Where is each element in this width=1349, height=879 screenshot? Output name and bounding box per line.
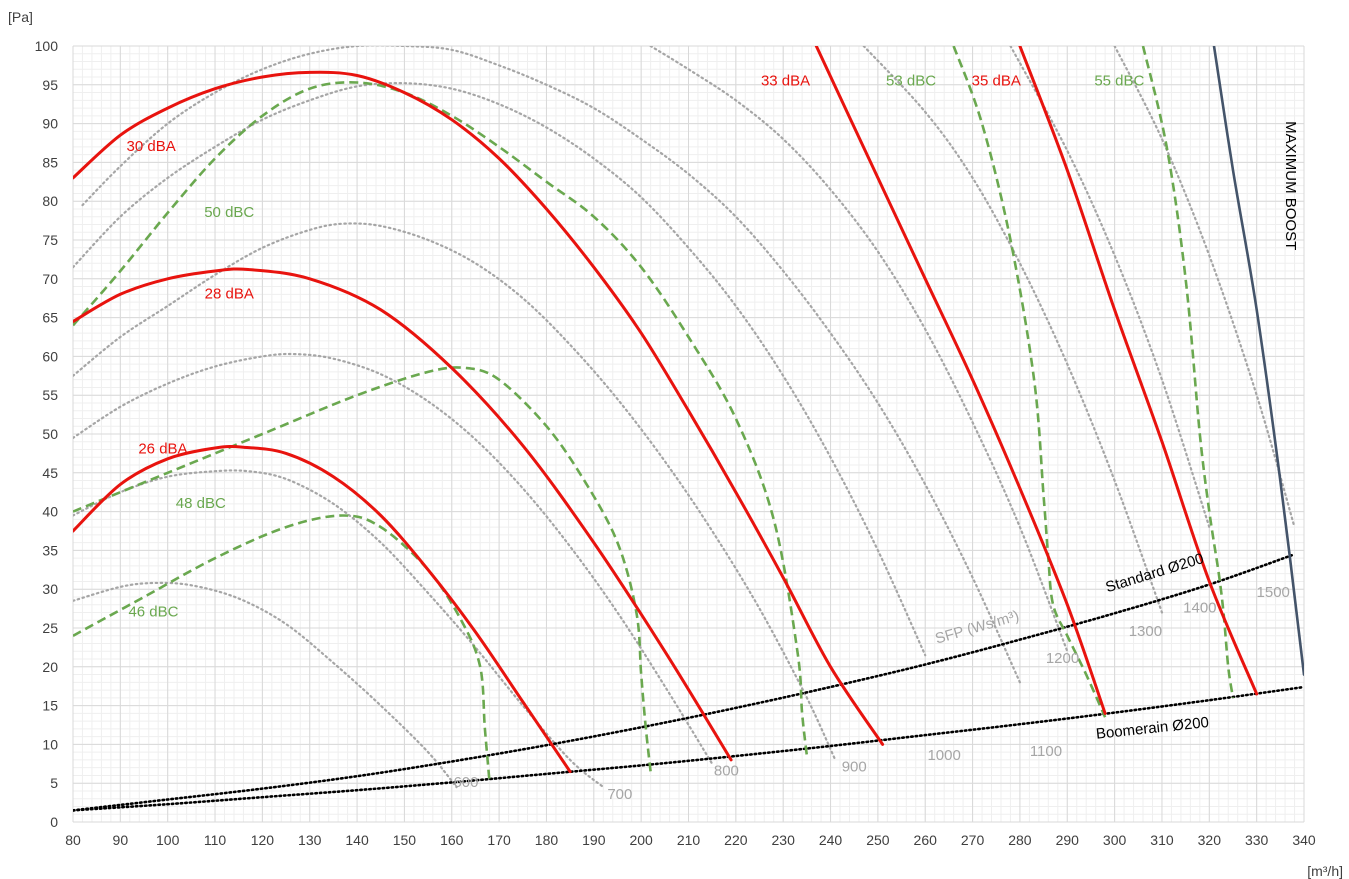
series-dba-26-dba [73, 445, 572, 774]
curve-label: 600 [453, 774, 478, 791]
x-tick-label: 310 [1150, 832, 1174, 848]
series-system-standard-200 [73, 553, 1296, 812]
x-tick-label: 90 [113, 832, 129, 848]
series-dba-33-dba [814, 46, 1107, 715]
series-sfp-1200 [649, 46, 1069, 653]
y-tick-label: 85 [42, 154, 58, 170]
x-tick-label: 340 [1292, 832, 1316, 848]
curve-label: 53 dBC [886, 73, 936, 90]
x-tick-label: 230 [772, 832, 796, 848]
curve-label: 30 dBA [127, 138, 176, 155]
series-sfp-1300 [862, 46, 1164, 614]
curve-label: 26 dBA [138, 440, 187, 457]
series-sfp-1000 [73, 82, 927, 657]
curve-label: 800 [714, 763, 739, 780]
x-tick-label: 130 [298, 832, 322, 848]
series-dbc-50-dbc [73, 81, 809, 757]
curve-label: 28 dBA [205, 285, 254, 302]
y-tick-label: 70 [42, 271, 58, 287]
x-tick-label: 120 [251, 832, 275, 848]
x-tick-label: 280 [1008, 832, 1032, 848]
curve-label: 35 dBA [972, 73, 1021, 90]
curve-label: 1100 [1030, 743, 1062, 760]
y-tick-label: 45 [42, 465, 58, 481]
x-tick-label: 110 [204, 832, 227, 848]
y-tick-label: 55 [42, 387, 58, 403]
y-tick-label: 75 [42, 232, 58, 248]
tick-labels: 80 90 100 110 120 130 140 150 160 170 180 190 200 210… [35, 38, 1316, 848]
y-tick-label: 15 [42, 698, 58, 714]
x-tick-label: 210 [677, 832, 701, 848]
y-tick-label: 5 [50, 775, 58, 791]
curve-label: 1500 [1257, 584, 1290, 601]
curve-label: 33 dBA [761, 73, 810, 90]
y-tick-label: 40 [42, 504, 58, 520]
y-tick-label: 100 [35, 38, 59, 54]
x-tick-label: 270 [961, 832, 985, 848]
series-sfp-900 [73, 222, 837, 761]
y-tick-label: 80 [42, 193, 58, 209]
x-tick-label: 80 [65, 832, 81, 848]
x-tick-label: 300 [1103, 832, 1127, 848]
series-dba-28-dba [73, 267, 733, 762]
major-gridlines [72, 45, 1305, 823]
x-tick-label: 150 [393, 832, 417, 848]
series-dba-30-dba [73, 70, 885, 746]
curve-label: MAXIMUM BOOST [1282, 121, 1299, 250]
curve-label: 48 dBC [176, 495, 226, 512]
series-sfp-600 [73, 581, 458, 789]
series-dba-35-dba [1018, 46, 1259, 696]
x-tick-label: 260 [914, 832, 938, 848]
series-max_boost-maximum-boost [1212, 46, 1304, 676]
curve-label: 1400 [1183, 600, 1216, 617]
x-tick-label: 330 [1245, 832, 1269, 848]
y-tick-label: 35 [42, 542, 58, 558]
y-tick-label: 10 [42, 736, 58, 752]
y-tick-label: 25 [42, 620, 58, 636]
series-dbc-46-dbc [73, 514, 491, 784]
curve-label: 55 dBC [1094, 73, 1144, 90]
x-tick-label: 320 [1198, 832, 1222, 848]
series-sfp-1400 [1009, 46, 1211, 529]
y-tick-label: 0 [50, 814, 58, 830]
x-tick-label: 220 [724, 832, 748, 848]
x-tick-label: 140 [345, 832, 369, 848]
y-axis-unit: [Pa] [8, 9, 33, 25]
curve-label: 1000 [927, 747, 960, 764]
y-tick-label: 90 [42, 116, 58, 132]
curve-label: 46 dBC [128, 603, 178, 620]
curve-label: 700 [607, 786, 632, 803]
x-tick-label: 180 [535, 832, 559, 848]
x-axis-unit: [m³/h] [1307, 863, 1343, 879]
series-dbc-48-dbc [73, 366, 652, 772]
curve-label: 900 [842, 759, 867, 776]
y-tick-label: 60 [42, 348, 58, 364]
y-tick-label: 20 [42, 659, 58, 675]
x-tick-label: 240 [819, 832, 843, 848]
x-tick-label: 190 [582, 832, 606, 848]
curve-label: 50 dBC [204, 204, 254, 221]
y-tick-label: 50 [42, 426, 58, 442]
x-tick-label: 100 [156, 832, 180, 848]
x-tick-label: 290 [1056, 832, 1080, 848]
x-tick-label: 160 [440, 832, 464, 848]
y-tick-label: 65 [42, 310, 58, 326]
x-tick-label: 170 [487, 832, 511, 848]
curves [73, 46, 1304, 812]
series-dbc-55-dbc [1141, 46, 1235, 699]
y-tick-label: 95 [42, 77, 58, 93]
series-sfp-800 [73, 352, 714, 765]
series-sfp-1100 [81, 46, 1021, 684]
curve-label: 1300 [1129, 623, 1162, 640]
y-tick-label: 30 [42, 581, 58, 597]
series-sfp-1500 [1113, 46, 1296, 529]
curve-label: 1200 [1046, 650, 1079, 667]
x-tick-label: 250 [866, 832, 890, 848]
x-tick-label: 200 [629, 832, 653, 848]
